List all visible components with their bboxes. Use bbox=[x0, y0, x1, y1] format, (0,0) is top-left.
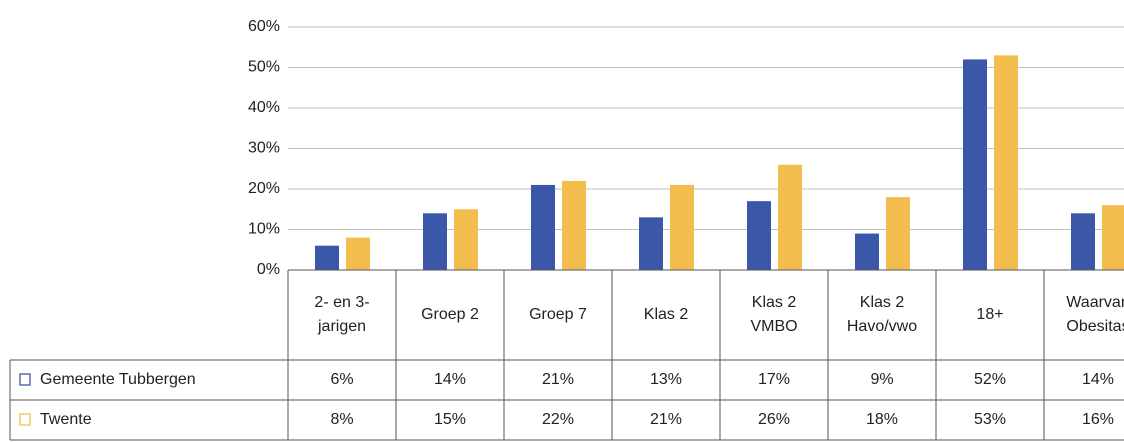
bar bbox=[1071, 213, 1095, 270]
value-label: 21% bbox=[542, 371, 574, 388]
y-tick-label: 50% bbox=[248, 59, 280, 76]
value-label: 18% bbox=[866, 411, 898, 428]
bar bbox=[315, 245, 339, 270]
bar bbox=[963, 59, 987, 271]
bar bbox=[747, 201, 771, 270]
value-label: 14% bbox=[434, 371, 466, 388]
bar bbox=[778, 164, 802, 270]
category-label: Klas 2 bbox=[644, 306, 689, 323]
category-label: Waarvan Obesitas bbox=[1066, 294, 1124, 335]
y-tick-label: 30% bbox=[248, 140, 280, 157]
bar bbox=[886, 197, 910, 270]
category-label: 2- en 3-jarigen bbox=[314, 294, 369, 335]
y-tick-label: 10% bbox=[248, 221, 280, 238]
category-label: Klas 2 Havo/vwo bbox=[847, 294, 917, 335]
category-label: Klas 2 VMBO bbox=[750, 294, 797, 335]
value-label: 13% bbox=[650, 371, 682, 388]
bar bbox=[639, 217, 663, 270]
bar bbox=[994, 55, 1018, 270]
bar bbox=[1102, 205, 1124, 270]
value-label: 15% bbox=[434, 411, 466, 428]
value-label: 16% bbox=[1082, 411, 1114, 428]
value-label: 21% bbox=[650, 411, 682, 428]
y-tick-label: 60% bbox=[248, 18, 280, 35]
legend-label: Gemeente Tubbergen bbox=[40, 371, 196, 388]
y-tick-label: 20% bbox=[248, 180, 280, 197]
y-tick-label: 40% bbox=[248, 99, 280, 116]
category-label: 18+ bbox=[976, 306, 1003, 323]
value-label: 17% bbox=[758, 371, 790, 388]
y-tick-label: 0% bbox=[257, 261, 280, 278]
bar bbox=[855, 233, 879, 270]
value-label: 8% bbox=[330, 411, 353, 428]
value-label: 14% bbox=[1082, 371, 1114, 388]
value-label: 22% bbox=[542, 411, 574, 428]
bar bbox=[423, 213, 447, 270]
category-label: Groep 7 bbox=[529, 306, 587, 323]
legend-marker bbox=[19, 373, 31, 386]
legend-label: Twente bbox=[40, 411, 92, 428]
value-label: 53% bbox=[974, 411, 1006, 428]
bar bbox=[346, 237, 370, 270]
bar bbox=[562, 180, 586, 270]
bar bbox=[670, 184, 694, 270]
value-label: 9% bbox=[870, 371, 893, 388]
bar bbox=[531, 184, 555, 270]
legend-marker bbox=[19, 413, 31, 426]
category-label: Groep 2 bbox=[421, 306, 479, 323]
value-label: 26% bbox=[758, 411, 790, 428]
value-label: 52% bbox=[974, 371, 1006, 388]
bar bbox=[454, 209, 478, 270]
value-label: 6% bbox=[330, 371, 353, 388]
